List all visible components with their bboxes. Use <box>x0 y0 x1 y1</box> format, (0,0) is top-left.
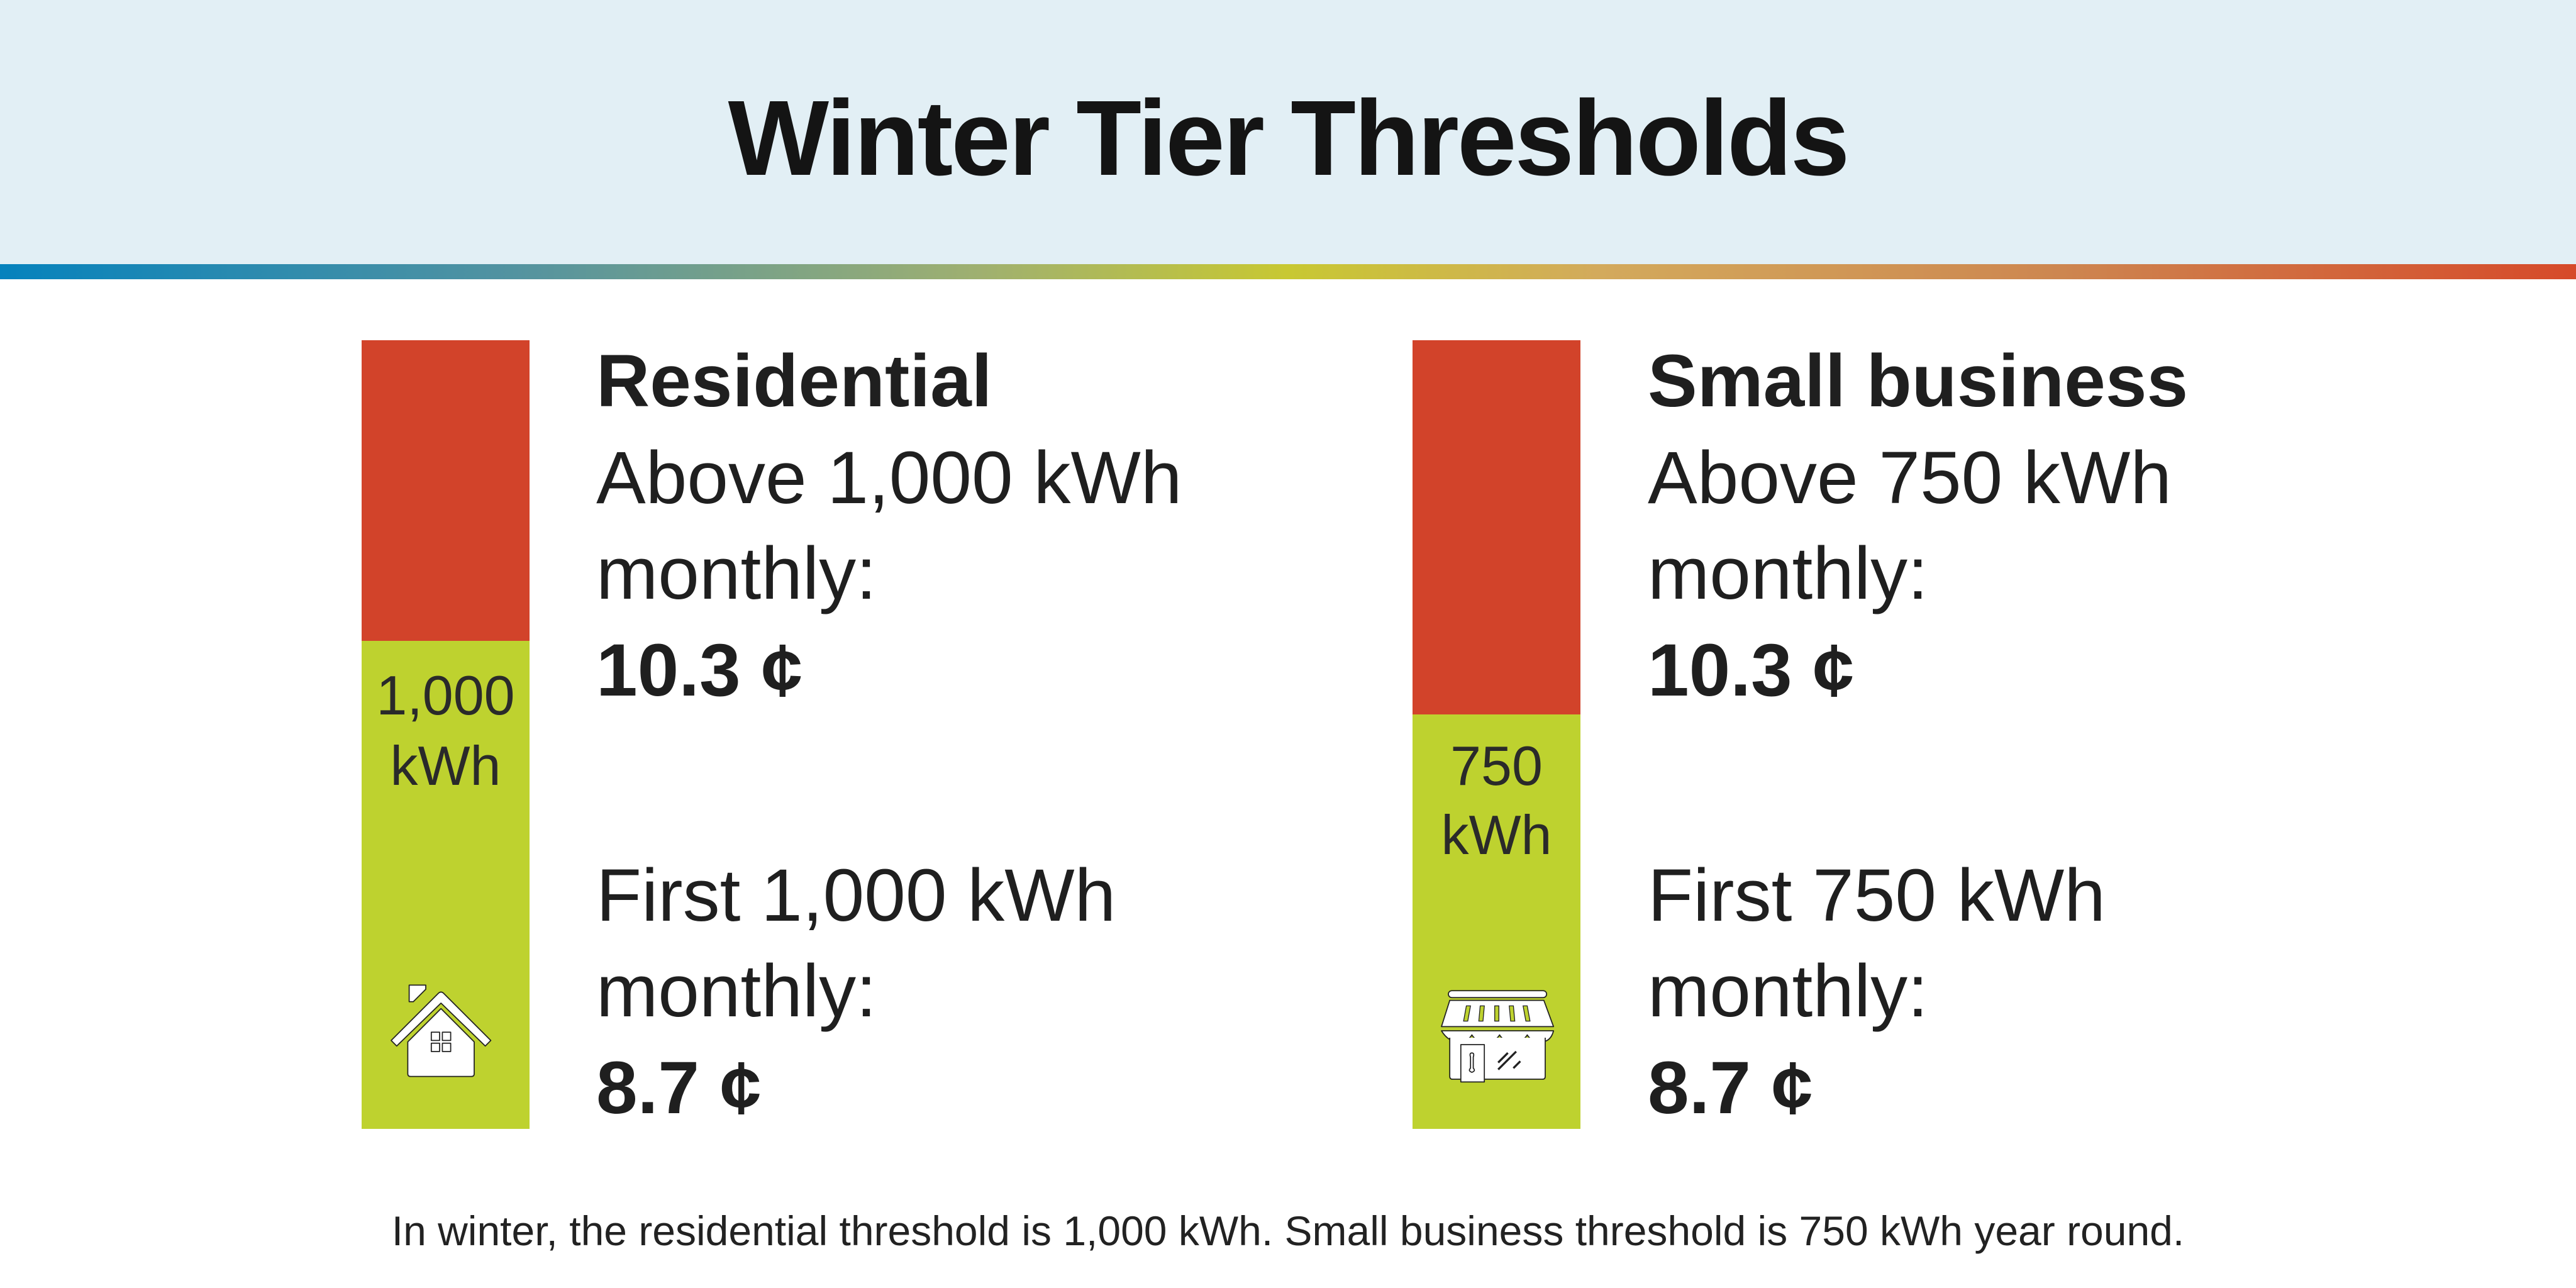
gradient-divider <box>0 264 2576 279</box>
residential-upper-tier-bar <box>362 340 530 641</box>
residential-lower-line1: First 1,000 kWh <box>596 854 1116 937</box>
business-lower-line1: First 750 kWh <box>1648 854 2106 937</box>
footer-note: In winter, the residential threshold is … <box>391 1208 2185 1254</box>
business-heading: Small business <box>1648 340 2189 423</box>
business-threshold-unit: kWh <box>1441 804 1552 866</box>
residential-upper-price: 10.3 ¢ <box>596 629 803 712</box>
residential-heading: Residential <box>596 340 992 423</box>
page-title: Winter Tier Thresholds <box>728 79 1850 198</box>
business-lower-line2: monthly: <box>1648 950 1928 1033</box>
residential-lower-price: 8.7 ¢ <box>596 1046 762 1130</box>
business-upper-line2: monthly: <box>1648 532 1928 615</box>
business-threshold-value: 750 <box>1450 735 1543 797</box>
business-upper-line1: Above 750 kWh <box>1648 436 2172 519</box>
residential-threshold-unit: kWh <box>390 735 501 797</box>
storefront-icon <box>1441 990 1555 1083</box>
business-lower-price: 8.7 ¢ <box>1648 1046 1813 1130</box>
residential-upper-line2: monthly: <box>596 532 877 615</box>
house-icon <box>391 984 492 1077</box>
header-banner: Winter Tier Thresholds <box>0 0 2576 264</box>
residential-threshold-value: 1,000 <box>376 664 515 726</box>
business-upper-price: 10.3 ¢ <box>1648 629 1855 712</box>
business-upper-tier-bar <box>1413 340 1580 714</box>
residential-upper-line1: Above 1,000 kWh <box>596 436 1182 519</box>
residential-lower-line2: monthly: <box>596 950 877 1033</box>
